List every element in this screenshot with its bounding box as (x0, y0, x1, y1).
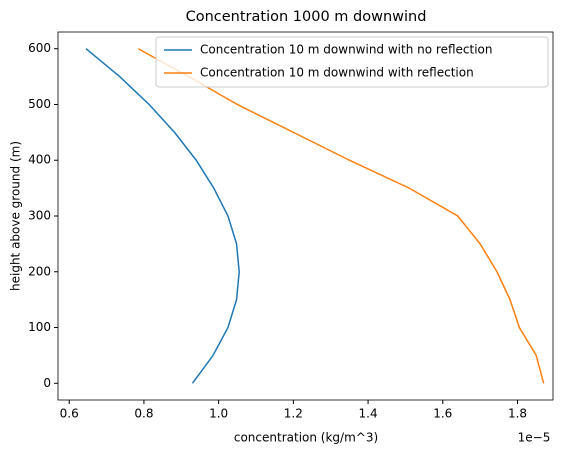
x-tick-label: 1.6 (433, 407, 452, 421)
x-tick-label: 1.0 (209, 407, 228, 421)
y-axis-label: height above ground (m) (9, 141, 23, 291)
y-tick-label: 300 (28, 209, 51, 223)
legend-label: Concentration 10 m downwind with no refl… (200, 43, 492, 57)
x-tick-label: 0.6 (60, 407, 79, 421)
x-tick-label: 0.8 (134, 407, 153, 421)
x-axis-label: concentration (kg/m^3) (234, 431, 378, 445)
x-tick-label: 1.4 (359, 407, 378, 421)
y-tick-label: 200 (28, 264, 51, 278)
x-tick-label: 1.8 (508, 407, 527, 421)
series-line (85, 48, 240, 384)
y-tick-label: 0 (43, 376, 51, 390)
plot-frame (57, 31, 554, 401)
y-tick-label: 500 (28, 97, 51, 111)
x-offset-label: 1e−5 (518, 431, 551, 445)
legend-box (155, 36, 549, 88)
chart-title: Concentration 1000 m downwind (186, 9, 427, 25)
series-line (137, 48, 545, 384)
y-tick-label: 400 (28, 153, 51, 167)
y-tick-label: 100 (28, 320, 51, 334)
x-tick-label: 1.2 (284, 407, 303, 421)
y-tick-label: 600 (28, 41, 51, 55)
legend-label: Concentration 10 m downwind with reflect… (200, 66, 474, 80)
